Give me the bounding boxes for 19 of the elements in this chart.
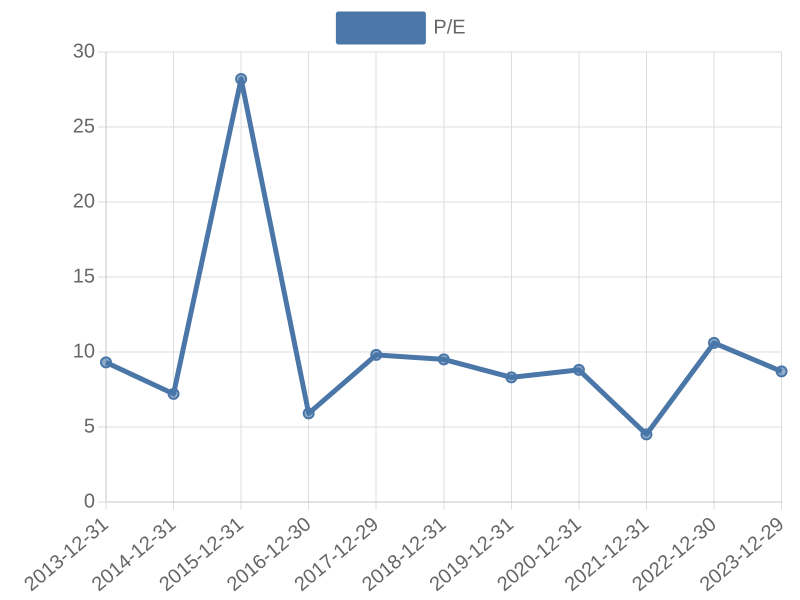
point: [708, 336, 720, 349]
legend-label: P/E: [433, 16, 466, 39]
point: [168, 388, 180, 400]
y-tick-label: 5: [84, 415, 95, 438]
y-tick-label: 0: [84, 490, 95, 512]
point: [302, 407, 315, 420]
point: [640, 428, 652, 440]
point: [100, 356, 112, 368]
point: [505, 371, 518, 384]
point: [235, 72, 248, 85]
point: [776, 365, 788, 378]
point: [572, 364, 585, 376]
point: [438, 353, 450, 366]
point: [370, 348, 382, 361]
y-tick-label: 20: [72, 190, 95, 212]
y-tick-label: 30: [72, 40, 95, 63]
y-tick-label: 15: [72, 265, 95, 288]
y-tick-label: 25: [72, 115, 95, 138]
y-tick-label: 10: [72, 340, 95, 362]
